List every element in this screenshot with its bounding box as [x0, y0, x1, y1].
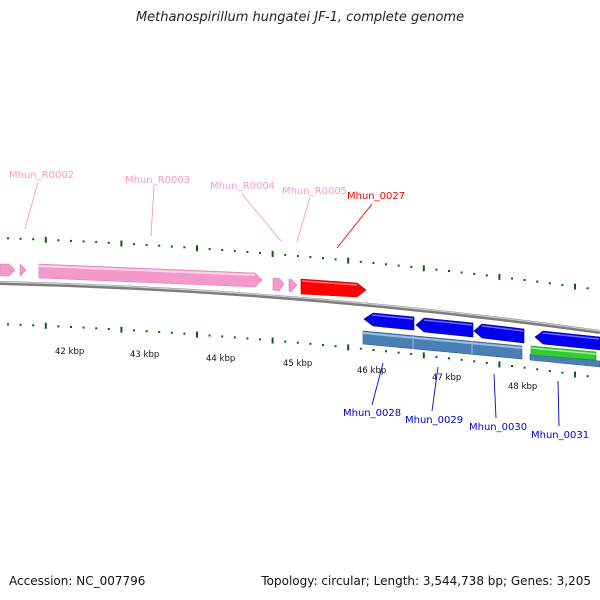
gene-label-mhun-0030: Mhun_0030 [469, 422, 527, 433]
gene-label-mhun-r0005: Mhun_R0005 [282, 186, 347, 197]
gene-label-mhun-r0003: Mhun_R0003 [125, 175, 190, 186]
scale-label-47kbp: 47 kbp [432, 373, 461, 383]
gene-label-mhun-0027: Mhun_0027 [347, 191, 405, 202]
gene-mhun-0030 [473, 323, 525, 344]
scale-label-44kbp: 44 kbp [206, 354, 235, 364]
scale-label-42kbp: 42 kbp [55, 347, 84, 357]
gene-mhun-r0004 [272, 277, 285, 292]
gene-label-mhun-0028: Mhun_0028 [343, 408, 401, 419]
rna-gene-features [0, 263, 298, 293]
scale-label-43kbp: 43 kbp [130, 350, 159, 360]
gene-label-mhun-0029: Mhun_0029 [405, 415, 463, 426]
gene-mhun-0031 [534, 330, 600, 351]
gene-mhun-r0005 [288, 278, 298, 293]
tick-track-lower [7, 322, 589, 378]
genome-summary-text: Topology: circular; Length: 3,544,738 bp… [261, 574, 591, 588]
genome-backbone [0, 281, 600, 334]
gene-mhun-r0003 [38, 263, 263, 288]
accession-text: Accession: NC_007796 [9, 574, 146, 588]
gene-label-mhun-r0002: Mhun_R0002 [9, 170, 74, 181]
reverse-cds-features [363, 312, 600, 351]
label-leaders [24, 181, 560, 427]
gene-mhun-r0001 [0, 263, 16, 277]
reverse-cds-band [362, 330, 600, 368]
scale-label-45kbp: 45 kbp [283, 359, 312, 369]
scale-label-46kbp: 46 kbp [357, 366, 386, 376]
gene-mhun-0028 [363, 312, 415, 331]
map-title: Methanospirillum hungatei JF-1, complete… [135, 10, 465, 25]
gene-mhun-r0002-arrow [19, 263, 27, 277]
gene-mhun-0029 [415, 317, 474, 338]
scale-label-48kbp: 48 kbp [508, 382, 537, 392]
gene-label-mhun-r0004: Mhun_R0004 [210, 181, 275, 192]
gene-label-mhun-0031: Mhun_0031 [531, 430, 589, 441]
gene-mhun-0027 [300, 278, 367, 298]
tick-track-upper [7, 236, 589, 290]
